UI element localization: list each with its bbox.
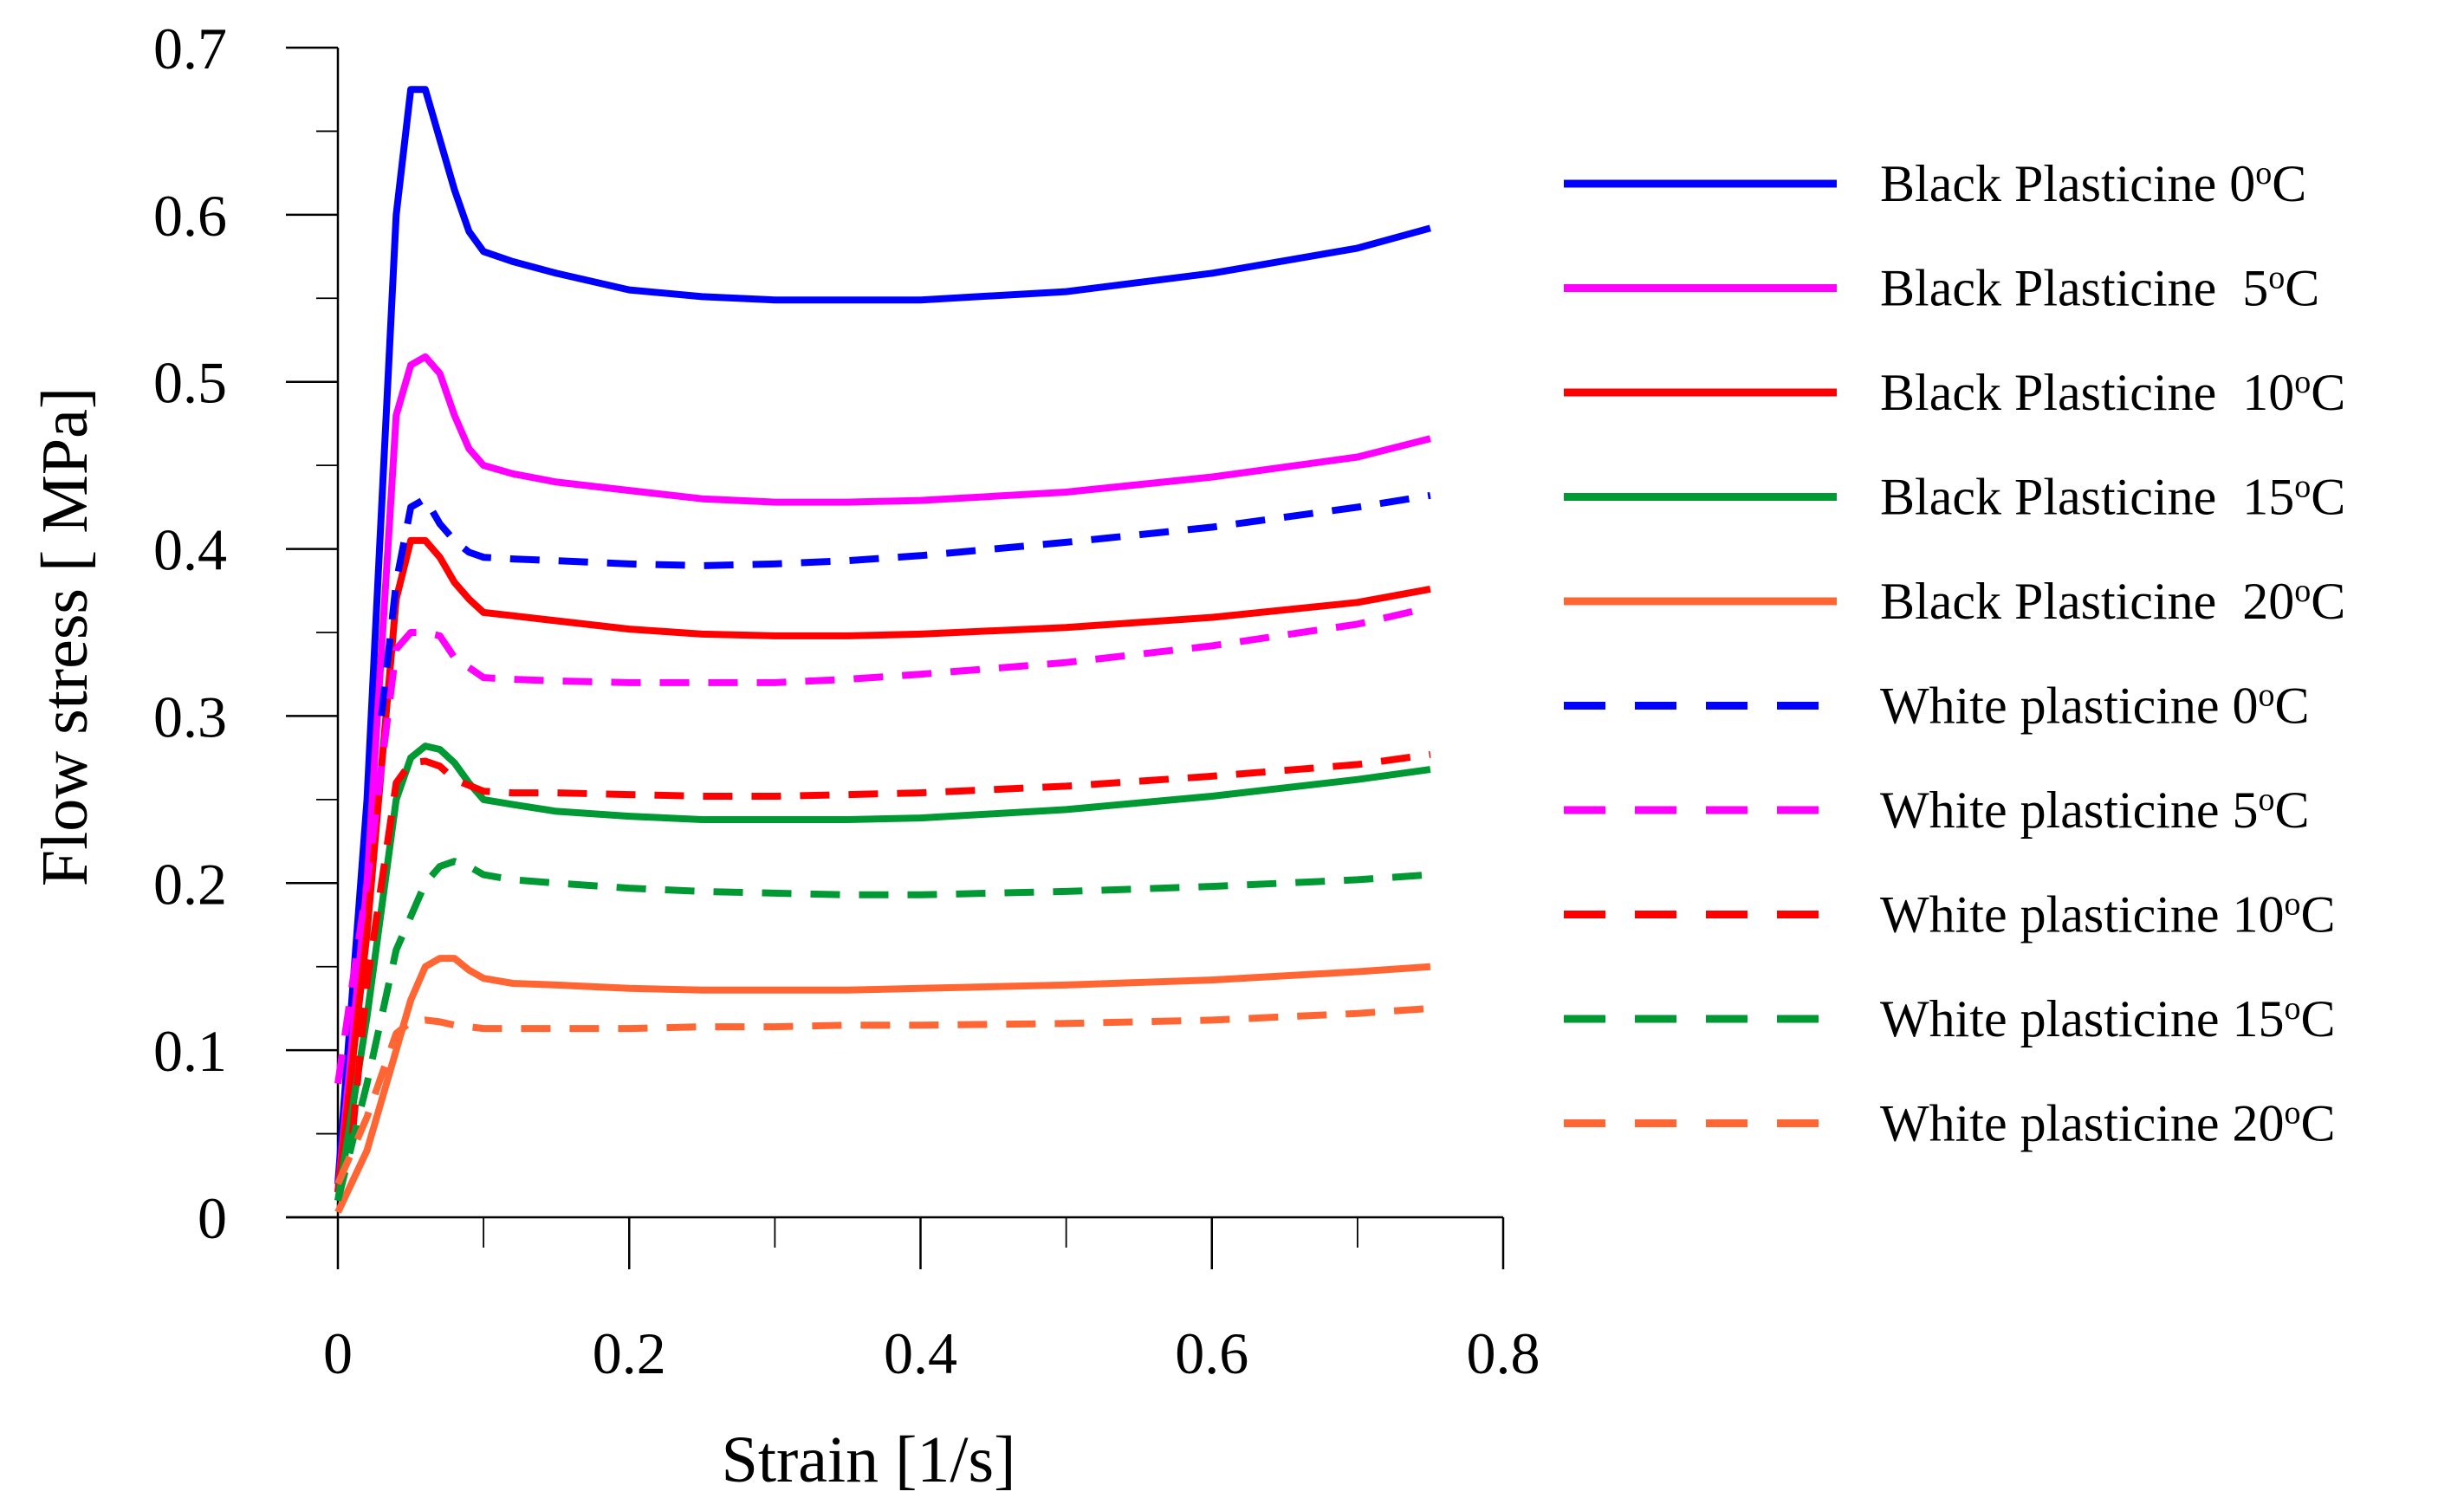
y-tick-label: 0.7: [153, 16, 227, 81]
y-tick-label: 0.3: [153, 684, 227, 749]
legend-label: Black Plasticine 20oC: [1880, 573, 2345, 630]
y-tick-label: 0: [198, 1185, 227, 1251]
axes: 0 0.1 0.2 0.3 0.4 0.5 0.6 0.7 0 0.2 0.4 0.6 0.8: [153, 16, 1540, 1386]
y-axis-title: Flow stress [ MPa]: [29, 387, 101, 886]
x-tick-label: 0.6: [1175, 1320, 1248, 1386]
series-line-white-plasticine-20-c: [334, 1004, 1431, 1185]
legend: Black Plasticine 0oC Black Plasticine 5oC…: [1564, 155, 2345, 1152]
x-tick-label: 0.8: [1467, 1320, 1540, 1386]
y-tick-label: 0.6: [153, 183, 227, 249]
legend-label: White plasticine 10oC: [1880, 886, 2336, 944]
legend-label: White plasticine 15oC: [1880, 990, 2336, 1047]
series-line-white-plasticine-15-c: [334, 858, 1431, 1202]
y-tick-label: 0.2: [153, 851, 227, 917]
y-tick-label: 0.1: [153, 1018, 227, 1084]
y-tick-label: 0.5: [153, 350, 227, 416]
legend-label: White plasticine 20oC: [1880, 1095, 2336, 1152]
legend-label: Black Plasticine 5oC: [1880, 260, 2319, 317]
legend-label: Black Plasticine 15oC: [1880, 469, 2345, 526]
series-line-black-plasticine-15-c: [334, 743, 1431, 1202]
series-line-white-plasticine-0-c: [378, 491, 1431, 717]
x-tick-label: 0.2: [593, 1320, 666, 1386]
series-line-black-plasticine-20-c: [334, 955, 1431, 1214]
series-line-black-plasticine-10-c: [334, 536, 1431, 1193]
x-tick-label: 0: [323, 1320, 353, 1386]
legend-label: Black Plasticine 0oC: [1880, 155, 2306, 212]
series-line-black-plasticine-0-c: [334, 86, 1431, 1184]
plot-area: [334, 86, 1431, 1214]
x-tick-label: 0.4: [884, 1320, 957, 1386]
series-line-white-plasticine-5-c: [334, 604, 1431, 1085]
series-line-white-plasticine-10-c: [348, 750, 1431, 1134]
legend-label: White plasticine 0oC: [1880, 678, 2310, 735]
x-axis-title: Strain [1/s]: [722, 1423, 1016, 1496]
legend-label: Black Plasticine 10oC: [1880, 364, 2345, 421]
series-line-black-plasticine-5-c: [334, 353, 1431, 1193]
y-tick-label: 0.4: [153, 517, 227, 583]
legend-label: White plasticine 5oC: [1880, 781, 2310, 839]
